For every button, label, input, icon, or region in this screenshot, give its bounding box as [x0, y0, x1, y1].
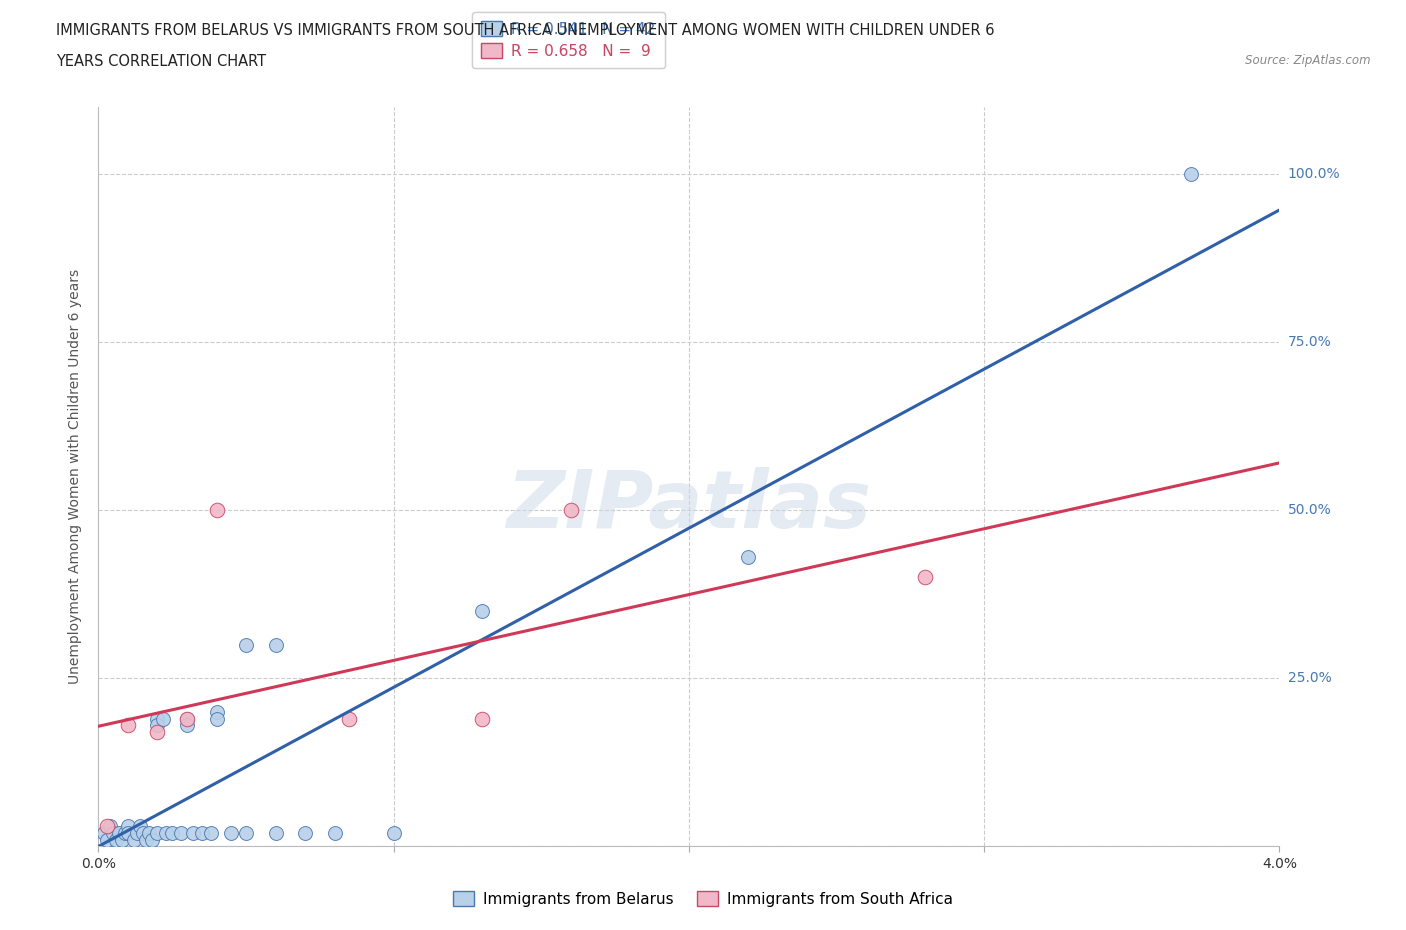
- Point: [205, 704, 228, 719]
- Point: [117, 818, 139, 833]
- Point: [132, 826, 155, 841]
- Point: [98, 818, 121, 833]
- Point: [114, 826, 136, 841]
- Point: [128, 818, 150, 833]
- Text: 100.0%: 100.0%: [1288, 167, 1340, 181]
- Point: [146, 724, 169, 739]
- Text: 50.0%: 50.0%: [1288, 503, 1331, 517]
- Point: [96, 818, 118, 833]
- Point: [339, 711, 361, 726]
- Text: ZIPatlas: ZIPatlas: [506, 467, 872, 545]
- Point: [200, 826, 222, 841]
- Y-axis label: Unemployment Among Women with Children Under 6 years: Unemployment Among Women with Children U…: [69, 269, 83, 684]
- Point: [221, 826, 243, 841]
- Point: [382, 826, 405, 841]
- Point: [146, 718, 169, 733]
- Legend: R = 0.541   N = 42, R = 0.658   N =  9: R = 0.541 N = 42, R = 0.658 N = 9: [471, 12, 665, 68]
- Point: [264, 637, 287, 652]
- Point: [176, 718, 198, 733]
- Point: [146, 826, 169, 841]
- Point: [737, 550, 759, 565]
- Text: 75.0%: 75.0%: [1288, 335, 1331, 349]
- Point: [191, 826, 214, 841]
- Point: [471, 604, 494, 618]
- Point: [103, 826, 125, 841]
- Point: [181, 826, 204, 841]
- Text: Source: ZipAtlas.com: Source: ZipAtlas.com: [1246, 54, 1371, 67]
- Point: [138, 826, 160, 841]
- Text: YEARS CORRELATION CHART: YEARS CORRELATION CHART: [56, 54, 266, 69]
- Point: [205, 503, 228, 518]
- Point: [108, 826, 131, 841]
- Point: [176, 711, 198, 726]
- Point: [141, 832, 163, 847]
- Point: [471, 711, 494, 726]
- Point: [294, 826, 316, 841]
- Point: [125, 826, 148, 841]
- Point: [135, 832, 157, 847]
- Point: [155, 826, 177, 841]
- Point: [235, 826, 257, 841]
- Point: [152, 711, 174, 726]
- Point: [111, 832, 134, 847]
- Point: [264, 826, 287, 841]
- Point: [235, 637, 257, 652]
- Point: [162, 826, 183, 841]
- Point: [93, 826, 115, 841]
- Text: IMMIGRANTS FROM BELARUS VS IMMIGRANTS FROM SOUTH AFRICA UNEMPLOYMENT AMONG WOMEN: IMMIGRANTS FROM BELARUS VS IMMIGRANTS FR…: [56, 23, 994, 38]
- Point: [96, 832, 118, 847]
- Point: [117, 718, 139, 733]
- Point: [176, 711, 198, 726]
- Point: [560, 503, 582, 518]
- Point: [914, 570, 936, 585]
- Point: [122, 832, 145, 847]
- Legend: Immigrants from Belarus, Immigrants from South Africa: Immigrants from Belarus, Immigrants from…: [447, 885, 959, 913]
- Point: [105, 832, 128, 847]
- Point: [146, 711, 169, 726]
- Point: [323, 826, 346, 841]
- Point: [205, 711, 228, 726]
- Point: [1180, 166, 1202, 181]
- Point: [170, 826, 193, 841]
- Text: 25.0%: 25.0%: [1288, 671, 1331, 685]
- Point: [117, 826, 139, 841]
